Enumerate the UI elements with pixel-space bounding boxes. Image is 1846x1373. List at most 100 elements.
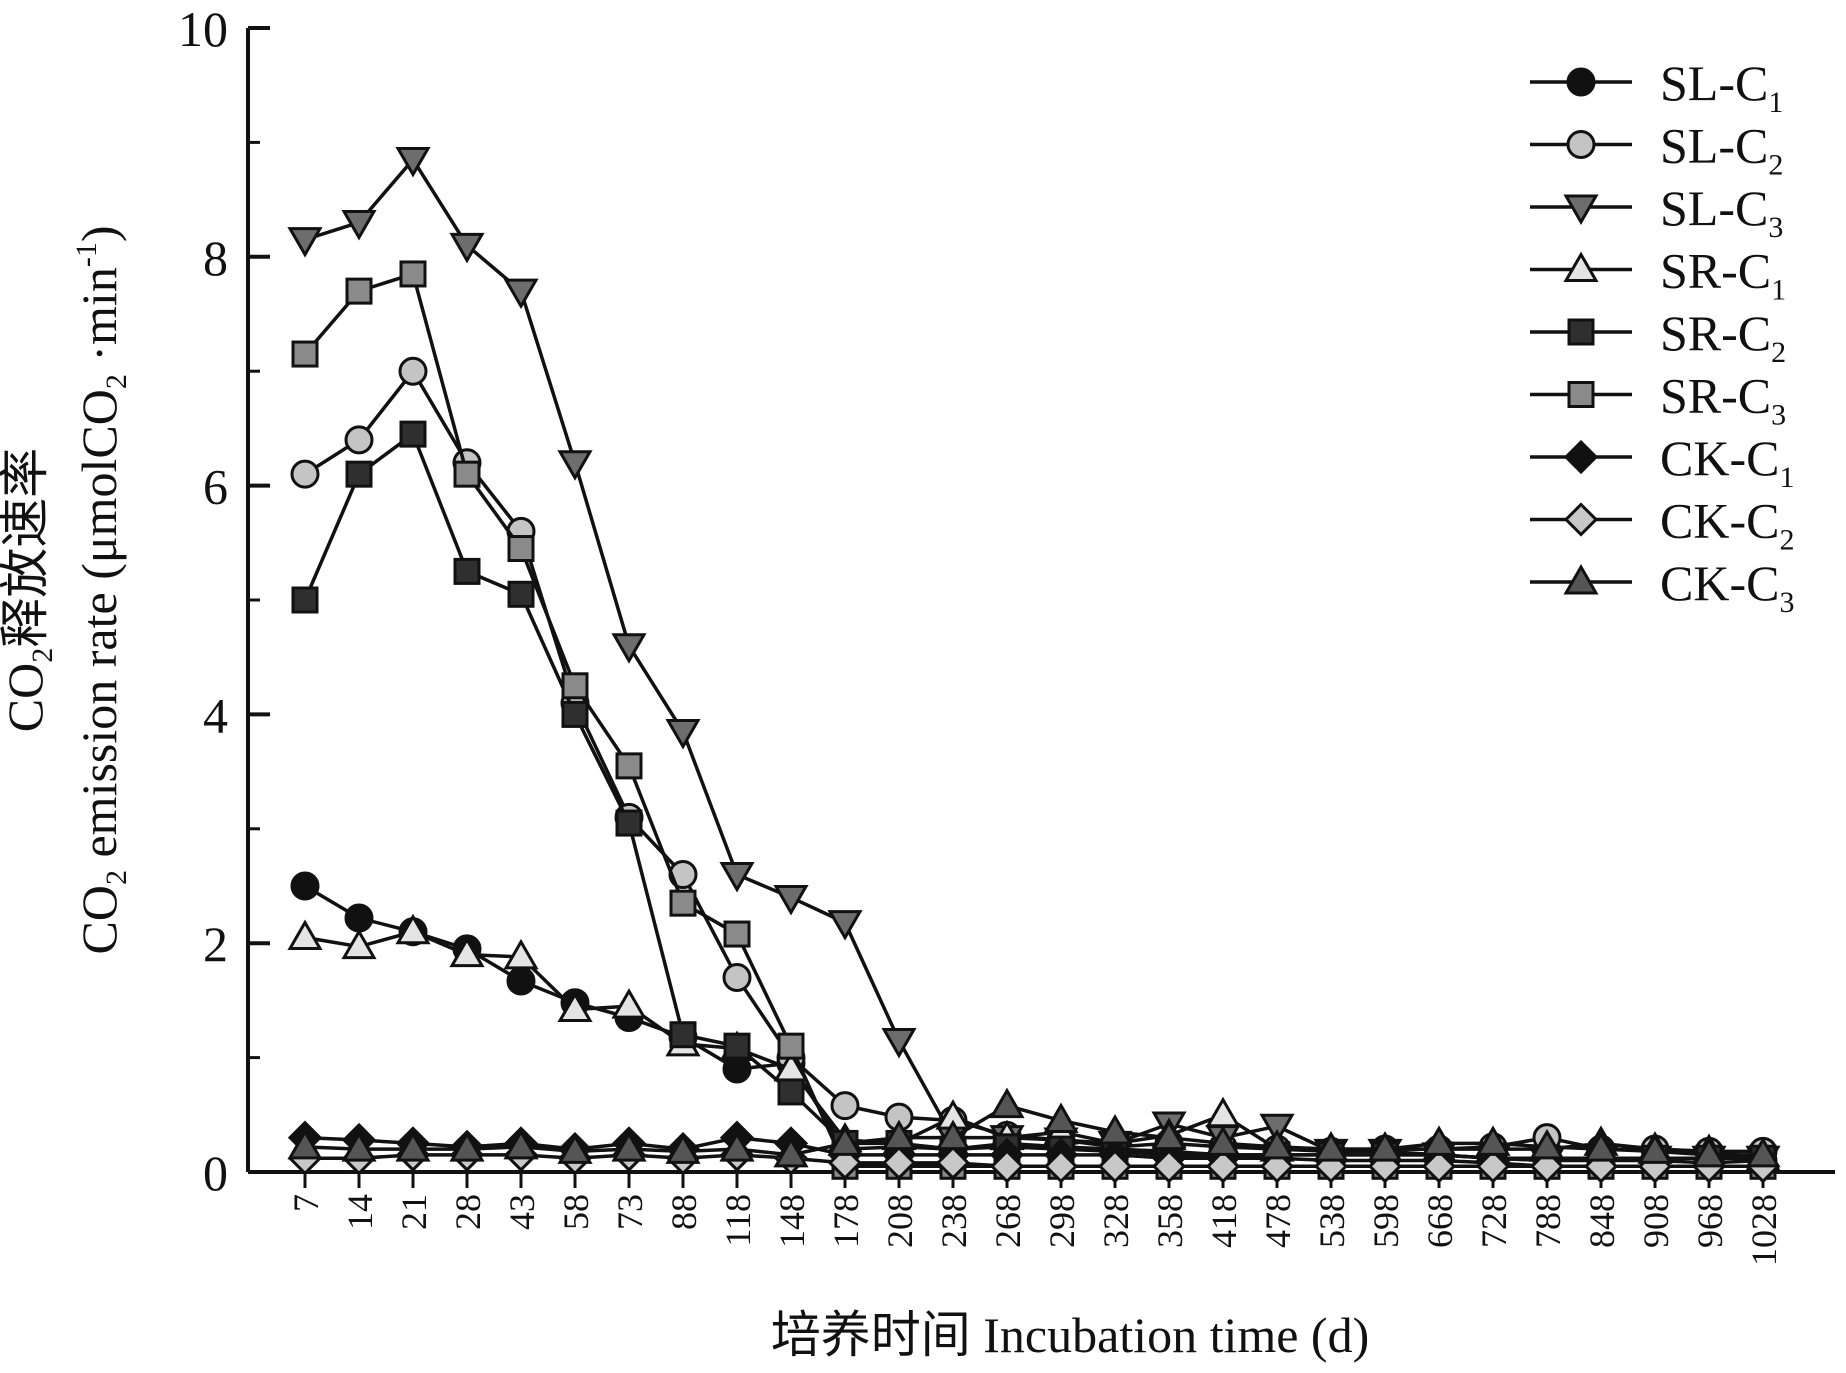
data-point (611, 1131, 647, 1162)
legend-marker (1567, 381, 1595, 408)
data-point (506, 966, 536, 996)
legend-marker (1563, 502, 1599, 537)
legend-label: SL-C3 (1660, 180, 1783, 244)
y-tick-label: 8 (203, 230, 228, 286)
data-point (1637, 1133, 1673, 1164)
legend-item: SL-C1 (1530, 55, 1783, 119)
legend-marker (1563, 251, 1599, 282)
series-line (305, 1153, 1763, 1169)
x-tick-label: 298 (1042, 1194, 1082, 1248)
series-line (304, 884, 1764, 1165)
data-point (287, 919, 323, 950)
data-point (399, 420, 427, 448)
legend-marker (1563, 194, 1599, 226)
series-layer (287, 147, 1781, 1184)
data-point (1475, 1125, 1511, 1156)
data-point (669, 1021, 697, 1049)
data-point (881, 1119, 917, 1151)
x-tick-label: 14 (340, 1194, 380, 1230)
data-point (777, 1078, 805, 1106)
x-tick-label: 268 (988, 1194, 1028, 1248)
data-point (1205, 1149, 1241, 1184)
data-point (881, 1145, 917, 1180)
data-point (449, 936, 485, 968)
x-tick-label: 88 (664, 1194, 704, 1230)
x-tick-label: 238 (934, 1194, 974, 1248)
data-point (1259, 1128, 1295, 1160)
legend-item: CK-C2 (1530, 493, 1794, 557)
series-line (304, 156, 1763, 1163)
x-axis-title: 培养时间 Incubation time (d) (771, 1307, 1370, 1363)
data-point (669, 889, 697, 917)
data-point (881, 1027, 917, 1059)
x-tick-label: 728 (1474, 1194, 1514, 1248)
data-point (453, 460, 481, 488)
data-point (503, 278, 539, 310)
data-point (345, 460, 373, 488)
data-point (341, 928, 377, 960)
legend-label: SR-C3 (1660, 368, 1786, 432)
legend-item: SR-C3 (1530, 368, 1786, 432)
x-tick-label: 28 (448, 1194, 488, 1230)
data-point (1691, 1136, 1727, 1168)
series-line (304, 929, 1764, 1161)
x-tick-label: 43 (502, 1194, 542, 1230)
legend-item: CK-C3 (1530, 555, 1794, 619)
y-axis-title-cn: CO2释放速率 (0, 448, 59, 732)
data-point (507, 535, 535, 563)
x-tick-label: 328 (1096, 1194, 1136, 1248)
data-point (1529, 1128, 1565, 1160)
legend-marker (1567, 318, 1595, 346)
data-point (935, 1145, 971, 1180)
x-tick-label: 668 (1420, 1194, 1460, 1248)
series-sr-c3 (291, 260, 1777, 1180)
x-tick-label: 478 (1258, 1194, 1298, 1248)
y-tick-label: 4 (203, 687, 228, 743)
legend-item: SR-C2 (1530, 305, 1786, 369)
data-point (398, 356, 428, 386)
data-point (557, 450, 593, 481)
data-point (719, 1131, 755, 1162)
legend-marker (1566, 130, 1596, 159)
legend-label: SL-C2 (1660, 118, 1783, 182)
legend-item: SL-C3 (1530, 180, 1783, 244)
x-tick-label: 358 (1150, 1194, 1190, 1248)
legend-label: SR-C1 (1660, 243, 1786, 307)
data-point (291, 586, 319, 614)
data-point (1043, 1149, 1079, 1184)
axes: 0 2 4 6 8 10 7 14 21 28 43 58 73 88 118 148 178 208 238 268… (178, 1, 1835, 1266)
data-point (344, 425, 374, 455)
x-tick-label: 598 (1366, 1194, 1406, 1248)
data-point (1043, 1102, 1079, 1134)
data-point (1097, 1113, 1133, 1145)
x-tick-label: 73 (610, 1194, 650, 1230)
data-point (395, 147, 431, 178)
data-point (935, 1119, 971, 1151)
y-axis-title-en: CO2 emission rate (μmolCO2 ·min-1) (70, 226, 133, 955)
data-point (287, 227, 323, 258)
data-point (1097, 1149, 1133, 1184)
series-line (304, 368, 1763, 1154)
x-tick-label: 7 (286, 1194, 326, 1212)
legend-label: CK-C3 (1660, 555, 1794, 619)
legend-label: SL-C1 (1660, 55, 1783, 119)
data-point (830, 1091, 860, 1121)
data-point (773, 1136, 809, 1168)
data-point (1745, 1136, 1781, 1168)
data-point (615, 752, 643, 780)
series-sl-c3 (287, 147, 1781, 1179)
legend-marker (1566, 67, 1596, 97)
data-point (507, 580, 535, 608)
x-tick-label: 58 (556, 1194, 596, 1230)
data-point (557, 1133, 593, 1164)
series-line (303, 271, 1763, 1169)
data-point (1205, 1125, 1241, 1156)
data-point (723, 1032, 751, 1060)
data-point (344, 903, 374, 933)
data-point (1421, 1125, 1457, 1156)
data-point (1313, 1131, 1349, 1162)
x-tick-label: 418 (1204, 1194, 1244, 1248)
y-axis-titles: CO2释放速率 CO2 emission rate (μmolCO2 ·min-… (0, 226, 133, 955)
data-point (290, 871, 320, 901)
